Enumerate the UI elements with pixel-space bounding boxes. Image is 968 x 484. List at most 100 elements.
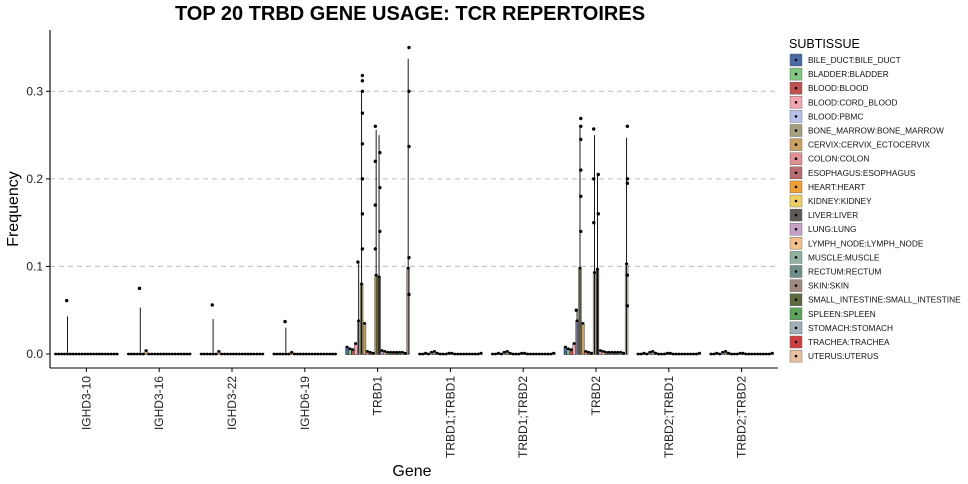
legend-item: BLOOD:CORD_BLOOD (789, 96, 897, 109)
baseline-point (374, 273, 378, 277)
baseline-point (447, 351, 451, 355)
data-point (596, 172, 600, 177)
legend-item: STOMACH:STOMACH (789, 321, 893, 335)
legend-label: UTERUS:UTERUS (808, 351, 879, 361)
baseline-point (747, 352, 751, 356)
legend-swatch-dot (794, 284, 798, 287)
axes (49, 30, 778, 369)
baseline-point (616, 350, 620, 354)
baseline-point (331, 352, 334, 356)
legend-swatch-dot (794, 227, 798, 231)
data-point (356, 260, 360, 264)
legend-item: BLOOD:BLOOD (789, 81, 868, 95)
baseline-point (316, 352, 320, 356)
baseline-point (106, 352, 110, 356)
baseline-point (188, 352, 192, 356)
baseline-point (596, 267, 599, 271)
data-point (625, 304, 630, 308)
baseline-point (345, 345, 349, 349)
baseline-point (750, 352, 754, 356)
x-tick-label: TRBD2;TRBD2 (735, 376, 749, 458)
data-point (407, 144, 411, 149)
baseline-point (523, 351, 527, 355)
y-axis-ticks: 0.0 0.1 0.2 0.3 (26, 84, 50, 361)
baseline-point (767, 352, 771, 356)
baseline-point (173, 352, 177, 356)
baseline-point (432, 349, 436, 353)
legend-swatch-dot (794, 86, 798, 90)
legend-label: BLADDER:BLADDER (808, 69, 889, 79)
x-axis-title: Gene (392, 463, 431, 480)
baseline-point (322, 352, 326, 356)
baseline-point (165, 352, 168, 356)
baseline-point (156, 352, 160, 356)
legend-item: RECTUM:RECTUM (789, 265, 881, 278)
legend-item: LYMPH_NODE:LYMPH_NODE (789, 237, 924, 250)
data-point (373, 159, 378, 164)
data-point (64, 298, 69, 303)
baseline-point (572, 342, 576, 345)
legend-item: UTERUS:UTERUS (789, 349, 879, 363)
baseline-point (287, 352, 291, 356)
baseline-point (680, 352, 684, 356)
baseline-point (115, 352, 119, 356)
baseline-point (686, 352, 690, 356)
baseline-point (677, 352, 681, 356)
baseline-point (689, 352, 693, 356)
baseline-point (712, 352, 716, 356)
baseline-point (450, 351, 454, 355)
baseline-point (724, 349, 727, 353)
baseline-point (770, 351, 774, 355)
baseline-point (607, 350, 611, 354)
baseline-point (418, 352, 422, 356)
baseline-point (176, 352, 180, 356)
baseline-point (380, 349, 384, 352)
baseline-point (281, 352, 285, 356)
baseline-point (663, 352, 666, 356)
legend-label: BLOOD:BLOOD (808, 83, 868, 93)
baseline-point (735, 352, 739, 356)
baseline-point (695, 352, 698, 356)
baseline-point (697, 351, 701, 355)
baseline-point (476, 352, 480, 356)
baseline-point (648, 350, 652, 354)
legend-swatch-dot (794, 101, 798, 104)
baseline-point (438, 352, 442, 356)
baseline-point (715, 351, 719, 355)
baseline-point (421, 352, 425, 356)
legend-label: ESOPHAGUS:ESOPHAGUS (808, 168, 916, 178)
data-point (407, 45, 411, 50)
legend-label: BONE_MARROW:BONE_MARROW (808, 126, 944, 136)
baseline-point (398, 350, 401, 354)
baseline-point (668, 351, 672, 355)
data-point (373, 124, 378, 129)
baseline-point (319, 352, 323, 356)
baseline-point (214, 352, 218, 356)
baseline-point (208, 352, 212, 356)
baseline-point (462, 352, 465, 356)
baseline-point (505, 349, 509, 353)
baseline-point (657, 352, 661, 356)
baseline-point (243, 352, 247, 356)
y-axis-title: Frequency (5, 171, 22, 247)
baseline-point (613, 350, 617, 354)
baseline-point (182, 352, 186, 356)
legend-item: KIDNEY:KIDNEY (789, 194, 872, 208)
baseline-point (491, 352, 495, 356)
legend-swatch-dot (794, 312, 798, 316)
baseline-point (103, 352, 107, 356)
baseline-point (290, 350, 294, 354)
legend-item: SPLEEN:SPLEEN (789, 307, 876, 320)
baseline-point (520, 351, 524, 355)
baseline-point (575, 319, 579, 323)
baseline-point (127, 352, 131, 356)
baseline-point (660, 352, 663, 356)
baseline-point (645, 352, 649, 356)
data-point (378, 185, 382, 190)
error-bars (67, 58, 628, 354)
data-point (579, 194, 583, 199)
baseline-point (205, 352, 209, 356)
legend-label: MUSCLE:MUSCLE (808, 252, 880, 262)
baseline-point (392, 350, 396, 354)
